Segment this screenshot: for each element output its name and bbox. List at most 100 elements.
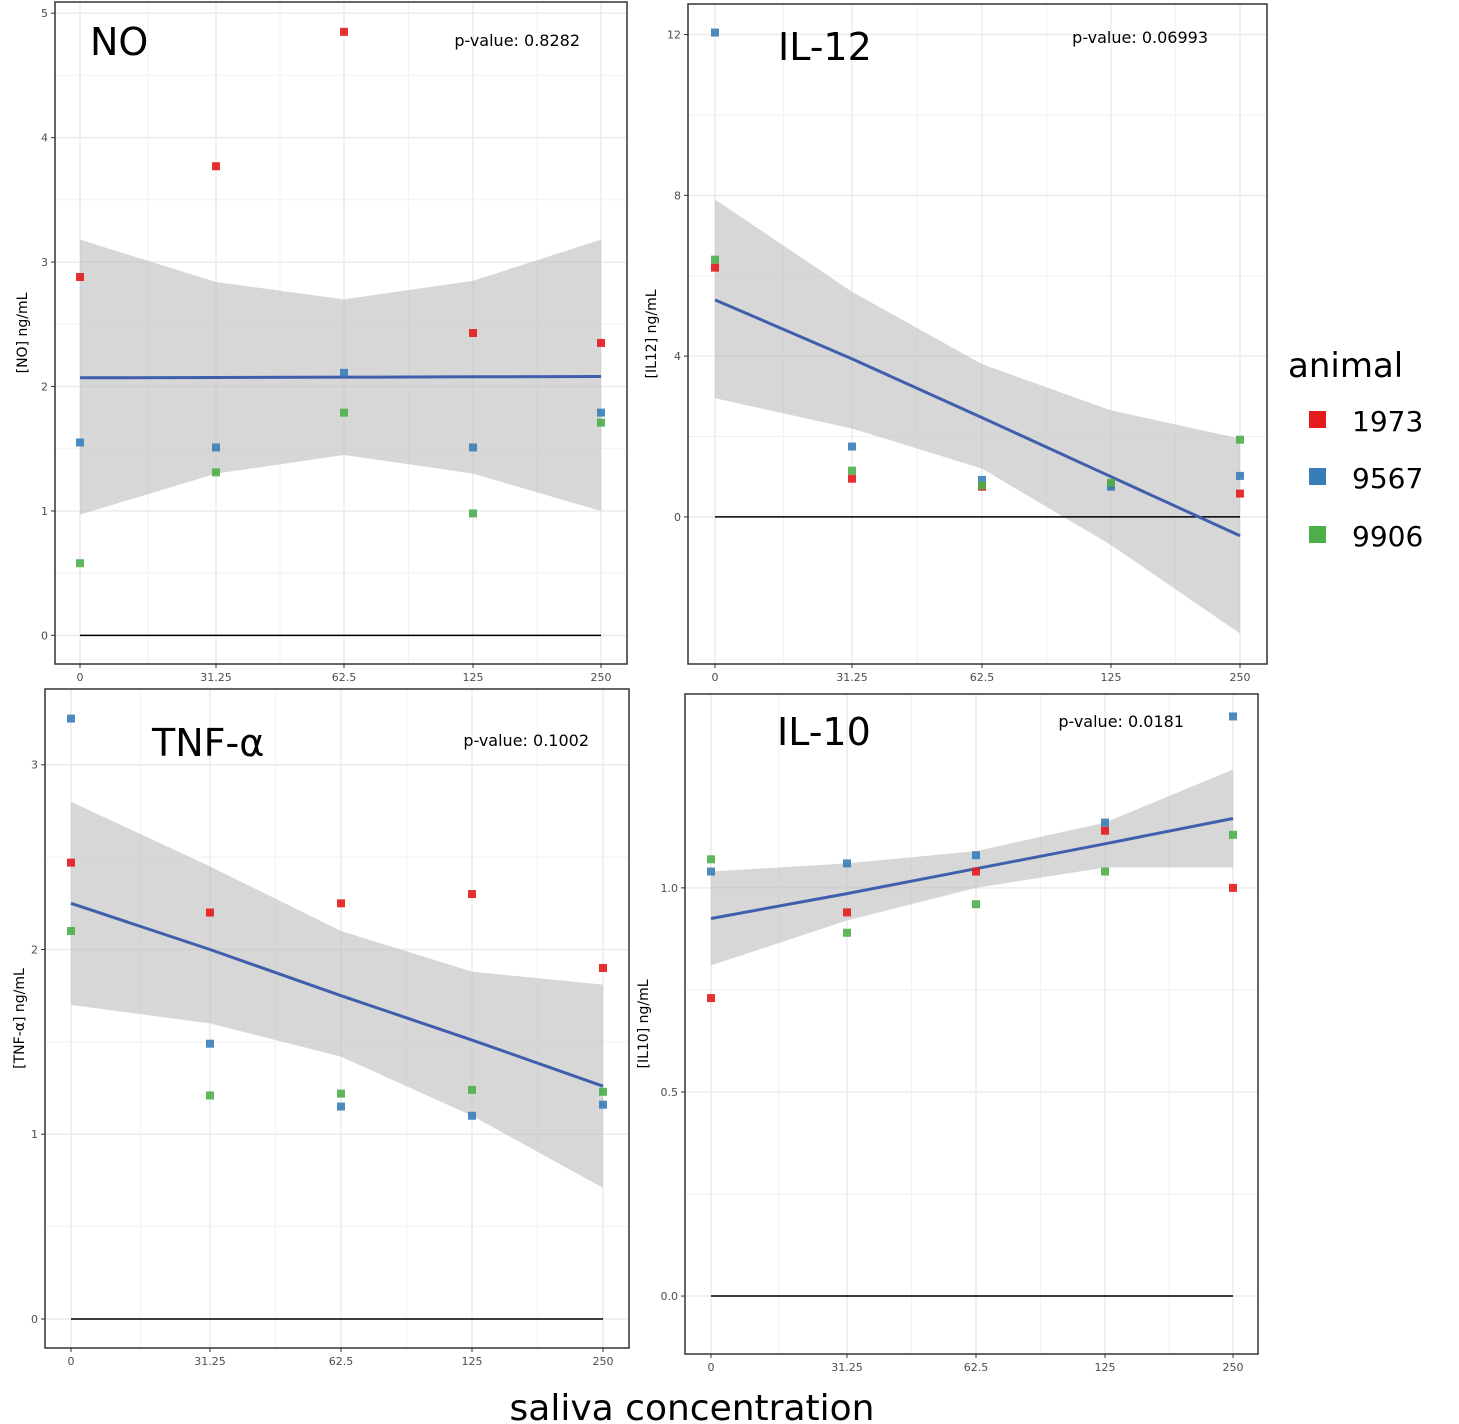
- point-9567-125: [1107, 482, 1115, 491]
- point-1973-250: [597, 338, 605, 347]
- panel-il-10: 0 31.25 62.5 125 250 0.0 0.5 1.0 [IL10] ng/mL IL-…: [636, 693, 1259, 1374]
- point-9567-62.5: [337, 1102, 345, 1111]
- x-tick-label: 31.25: [836, 671, 868, 684]
- point-9567-62.5: [978, 475, 986, 484]
- panel-no: 0 31.25 62.5 125 250 0 1 2 3 4 5 [NO] ng/mL NO p-valu…: [15, 1, 628, 684]
- panel-tnf-: 0 31.25 62.5 125 250 0 1 2 3 [TNF-α] ng/mL TNF-α p-…: [12, 688, 630, 1368]
- regression-line: [79, 375, 602, 380]
- legend-key-9906: [1309, 526, 1326, 543]
- point-9906-31.25: [212, 468, 220, 477]
- panel-title: IL-12: [778, 25, 872, 69]
- point-9906-62.5: [340, 408, 348, 417]
- point-9906-0: [76, 559, 84, 568]
- point-9906-31.25: [848, 466, 856, 475]
- y-tick-label: 3: [41, 256, 48, 269]
- y-axis-title: [IL12] ng/mL: [644, 289, 660, 378]
- y-tick-label: 1: [41, 505, 48, 518]
- y-tick-label: 0.0: [661, 1290, 679, 1303]
- point-1973-0: [707, 994, 715, 1003]
- x-tick-label: 62.5: [970, 671, 995, 684]
- y-tick-label: 2: [41, 381, 48, 394]
- point-9906-250: [599, 1087, 607, 1096]
- x-tick-label: 250: [591, 671, 612, 684]
- point-9906-125: [1107, 478, 1115, 487]
- point-9906-62.5: [972, 900, 980, 909]
- point-1973-250: [1229, 883, 1237, 892]
- p-value-label: p-value: 0.0181: [1058, 712, 1184, 731]
- point-9567-125: [468, 1111, 476, 1120]
- point-9567-62.5: [972, 851, 980, 860]
- point-9906-0: [711, 255, 719, 264]
- point-1973-62.5: [972, 867, 980, 876]
- regression-line: [714, 298, 1241, 538]
- y-tick-label: 8: [674, 189, 681, 202]
- x-tick-label: 250: [1230, 671, 1251, 684]
- point-9567-31.25: [206, 1039, 214, 1048]
- x-tick-label: 62.5: [964, 1361, 989, 1374]
- point-9567-31.25: [843, 859, 851, 868]
- point-9567-31.25: [848, 442, 856, 451]
- y-tick-label: 1: [31, 1128, 38, 1141]
- x-tick-label: 125: [1101, 671, 1122, 684]
- y-tick-label: 0: [31, 1313, 38, 1326]
- y-axis-title: [IL10] ng/mL: [636, 979, 652, 1068]
- regression-line: [70, 901, 604, 1088]
- point-9906-0: [707, 855, 715, 864]
- y-tick-label: 2: [31, 943, 38, 956]
- y-axis-title: [TNF-α] ng/mL: [12, 968, 28, 1069]
- p-value-label: p-value: 0.8282: [454, 31, 580, 50]
- point-9567-125: [1101, 818, 1109, 827]
- x-axis-title: saliva concentration: [510, 1388, 875, 1424]
- point-9906-250: [1229, 830, 1237, 839]
- x-tick-label: 31.25: [194, 1355, 226, 1368]
- point-9567-250: [1236, 471, 1244, 480]
- point-9906-125: [468, 1085, 476, 1094]
- x-tick-label: 31.25: [831, 1361, 863, 1374]
- x-tick-label: 0: [712, 671, 719, 684]
- panel-title: IL-10: [777, 710, 871, 754]
- point-9906-0: [67, 927, 75, 936]
- x-tick-label: 250: [1223, 1361, 1244, 1374]
- point-9906-62.5: [337, 1089, 345, 1098]
- point-1973-62.5: [337, 899, 345, 908]
- point-9567-31.25: [212, 443, 220, 452]
- legend-label-9906: 9906: [1352, 520, 1423, 553]
- x-tick-label: 0: [77, 671, 84, 684]
- y-tick-label: 0.5: [661, 1086, 679, 1099]
- point-1973-31.25: [848, 474, 856, 483]
- point-1973-250: [1236, 489, 1244, 498]
- point-1973-0: [711, 263, 719, 272]
- panel-title: TNF-α: [151, 721, 264, 765]
- y-tick-label: 4: [41, 132, 48, 145]
- x-tick-label: 125: [463, 671, 484, 684]
- gridlines: [685, 694, 1258, 1354]
- point-9567-250: [1229, 712, 1237, 721]
- p-value-label: p-value: 0.1002: [463, 731, 589, 750]
- x-tick-label: 125: [1095, 1361, 1116, 1374]
- point-1973-31.25: [843, 908, 851, 917]
- legend-key-9567: [1309, 468, 1326, 485]
- p-value-label: p-value: 0.06993: [1072, 28, 1208, 47]
- legend-title: animal: [1288, 346, 1403, 386]
- y-tick-label: 3: [31, 759, 38, 772]
- point-9567-0: [711, 28, 719, 37]
- point-1973-125: [468, 890, 476, 899]
- point-9567-62.5: [340, 368, 348, 377]
- point-9567-125: [469, 443, 477, 452]
- point-9906-125: [1101, 867, 1109, 876]
- legend-label-9567: 9567: [1352, 462, 1423, 495]
- y-tick-label: 1.0: [661, 882, 679, 895]
- panel-border: [44, 688, 630, 1349]
- x-tick-label: 0: [68, 1355, 75, 1368]
- point-9567-250: [597, 408, 605, 417]
- point-9906-250: [597, 418, 605, 427]
- x-tick-label: 31.25: [200, 671, 232, 684]
- point-1973-125: [469, 329, 477, 337]
- legend-key-1973: [1309, 411, 1326, 428]
- x-tick-label: 250: [593, 1355, 614, 1368]
- point-9567-250: [599, 1100, 607, 1109]
- panel-border: [684, 693, 1259, 1355]
- point-1973-125: [1101, 826, 1109, 835]
- panel-title: NO: [90, 20, 148, 64]
